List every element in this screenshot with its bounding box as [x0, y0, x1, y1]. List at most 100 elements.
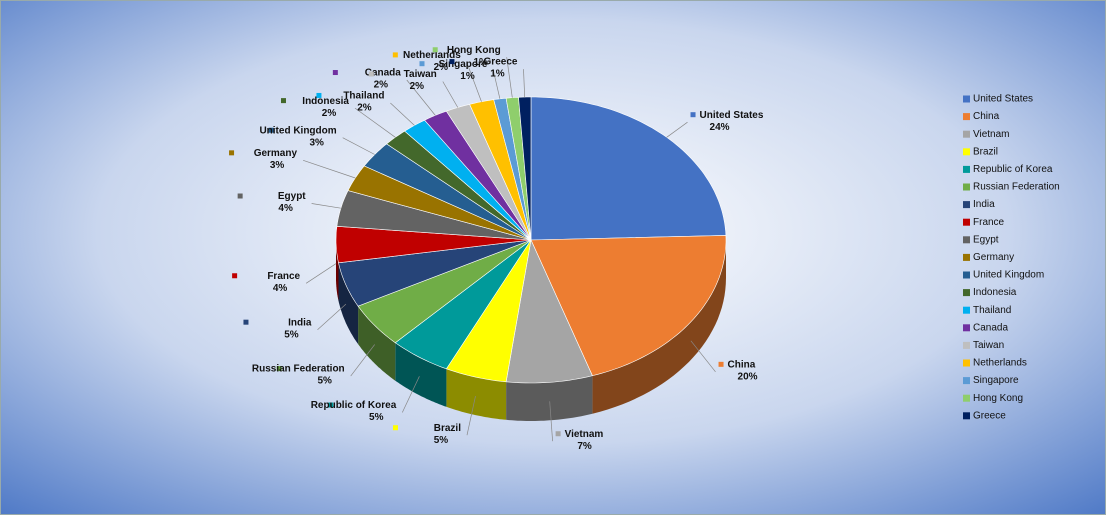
data-label-value: 1%: [460, 71, 475, 82]
legend-label: Russian Federation: [973, 182, 1060, 193]
legend-swatch: [963, 218, 970, 226]
legend-label: Vietnam: [973, 129, 1010, 140]
data-label-name: Thailand: [343, 91, 384, 102]
label-key: [268, 127, 274, 133]
data-label-name: Netherlands: [403, 50, 461, 61]
leader-line: [390, 102, 415, 126]
slice: [505, 238, 593, 384]
data-label-name: China: [728, 359, 756, 370]
legend-label: United Kingdom: [973, 270, 1044, 281]
data-label-value: 2%: [434, 62, 449, 73]
leader-line: [305, 263, 337, 284]
leader-line: [302, 159, 356, 179]
label-key: [237, 193, 243, 199]
data-label-value: 4%: [278, 203, 293, 214]
leader-line: [523, 69, 526, 98]
label-key: [280, 98, 286, 104]
leader-line: [342, 137, 375, 155]
legend-swatch: [963, 201, 970, 209]
leader-line: [466, 62, 482, 102]
legend-label: Republic of Korea: [973, 164, 1053, 175]
label-key: [243, 319, 249, 325]
legend-swatch: [963, 359, 970, 367]
data-label-name: Russian Federation: [252, 364, 345, 375]
legend-label: China: [973, 111, 1000, 122]
data-label-name: Germany: [254, 148, 298, 159]
data-label-name: Egypt: [278, 191, 306, 202]
legend-label: India: [973, 199, 995, 210]
data-label-name: Greece: [484, 57, 518, 68]
data-label-value: 24%: [710, 122, 730, 133]
legend-swatch: [963, 95, 970, 103]
data-label-name: Vietnam: [565, 429, 604, 440]
legend-label: Brazil: [973, 146, 998, 157]
label-key: [276, 366, 282, 372]
slice-side: [338, 262, 359, 345]
data-label-value: 5%: [284, 329, 299, 340]
leader-line: [317, 303, 347, 330]
legend-label: Indonesia: [973, 287, 1017, 298]
leader-line: [401, 376, 420, 413]
legend-label: Singapore: [973, 375, 1019, 386]
leader-line: [311, 203, 341, 209]
data-label-value: 5%: [369, 412, 384, 423]
slice: [335, 225, 532, 264]
legend-swatch: [963, 306, 970, 314]
data-label-name: India: [288, 317, 312, 328]
legend-swatch: [963, 341, 970, 349]
label-key: [449, 59, 455, 65]
slice-side: [358, 306, 396, 381]
leader-line: [466, 396, 476, 436]
data-label-name: Indonesia: [302, 96, 349, 107]
legend-label: France: [973, 217, 1005, 228]
data-label-value: 4%: [273, 283, 288, 294]
label-key: [316, 92, 322, 98]
label-key: [555, 431, 561, 437]
label-key: [229, 150, 235, 156]
slice-side: [592, 240, 726, 414]
legend-label: Canada: [973, 322, 1008, 333]
label-key: [332, 70, 338, 76]
legend-label: Netherlands: [973, 358, 1027, 369]
slice: [338, 239, 532, 307]
label-key: [392, 52, 398, 58]
slice-side: [336, 240, 339, 301]
data-label-name: United States: [700, 110, 764, 121]
slice: [445, 239, 532, 383]
data-label-name: Brazil: [434, 423, 461, 434]
legend-label: United States: [973, 94, 1033, 105]
slice: [530, 235, 727, 377]
legend-label: Egypt: [973, 234, 999, 245]
data-label-value: 3%: [309, 137, 324, 148]
leader-line: [406, 79, 436, 116]
legend-swatch: [963, 394, 970, 402]
data-label-value: 5%: [317, 376, 332, 387]
leader-line: [350, 344, 375, 377]
slice: [357, 239, 532, 344]
legend-swatch: [963, 412, 970, 420]
data-label-name: France: [267, 271, 300, 282]
data-label-name: Republic of Korea: [311, 400, 397, 411]
legend-swatch: [963, 271, 970, 279]
legend-swatch: [963, 130, 970, 138]
label-key: [432, 47, 438, 53]
data-label-value: 20%: [738, 371, 758, 382]
label-key: [690, 112, 696, 118]
data-label-value: 7%: [577, 441, 592, 452]
legend-swatch: [963, 113, 970, 121]
data-label-name: Canada: [365, 68, 402, 79]
data-label-name: Singapore: [439, 59, 488, 70]
leader-line: [493, 71, 501, 99]
leader-line: [549, 401, 553, 442]
label-key: [419, 61, 425, 67]
slice-side: [506, 375, 593, 421]
leader-line: [506, 57, 513, 98]
label-key: [368, 71, 374, 77]
data-label-value: 5%: [434, 435, 449, 446]
slice-side: [446, 368, 507, 420]
label-key: [232, 273, 238, 279]
leader-line: [690, 340, 716, 373]
legend-swatch: [963, 183, 970, 191]
